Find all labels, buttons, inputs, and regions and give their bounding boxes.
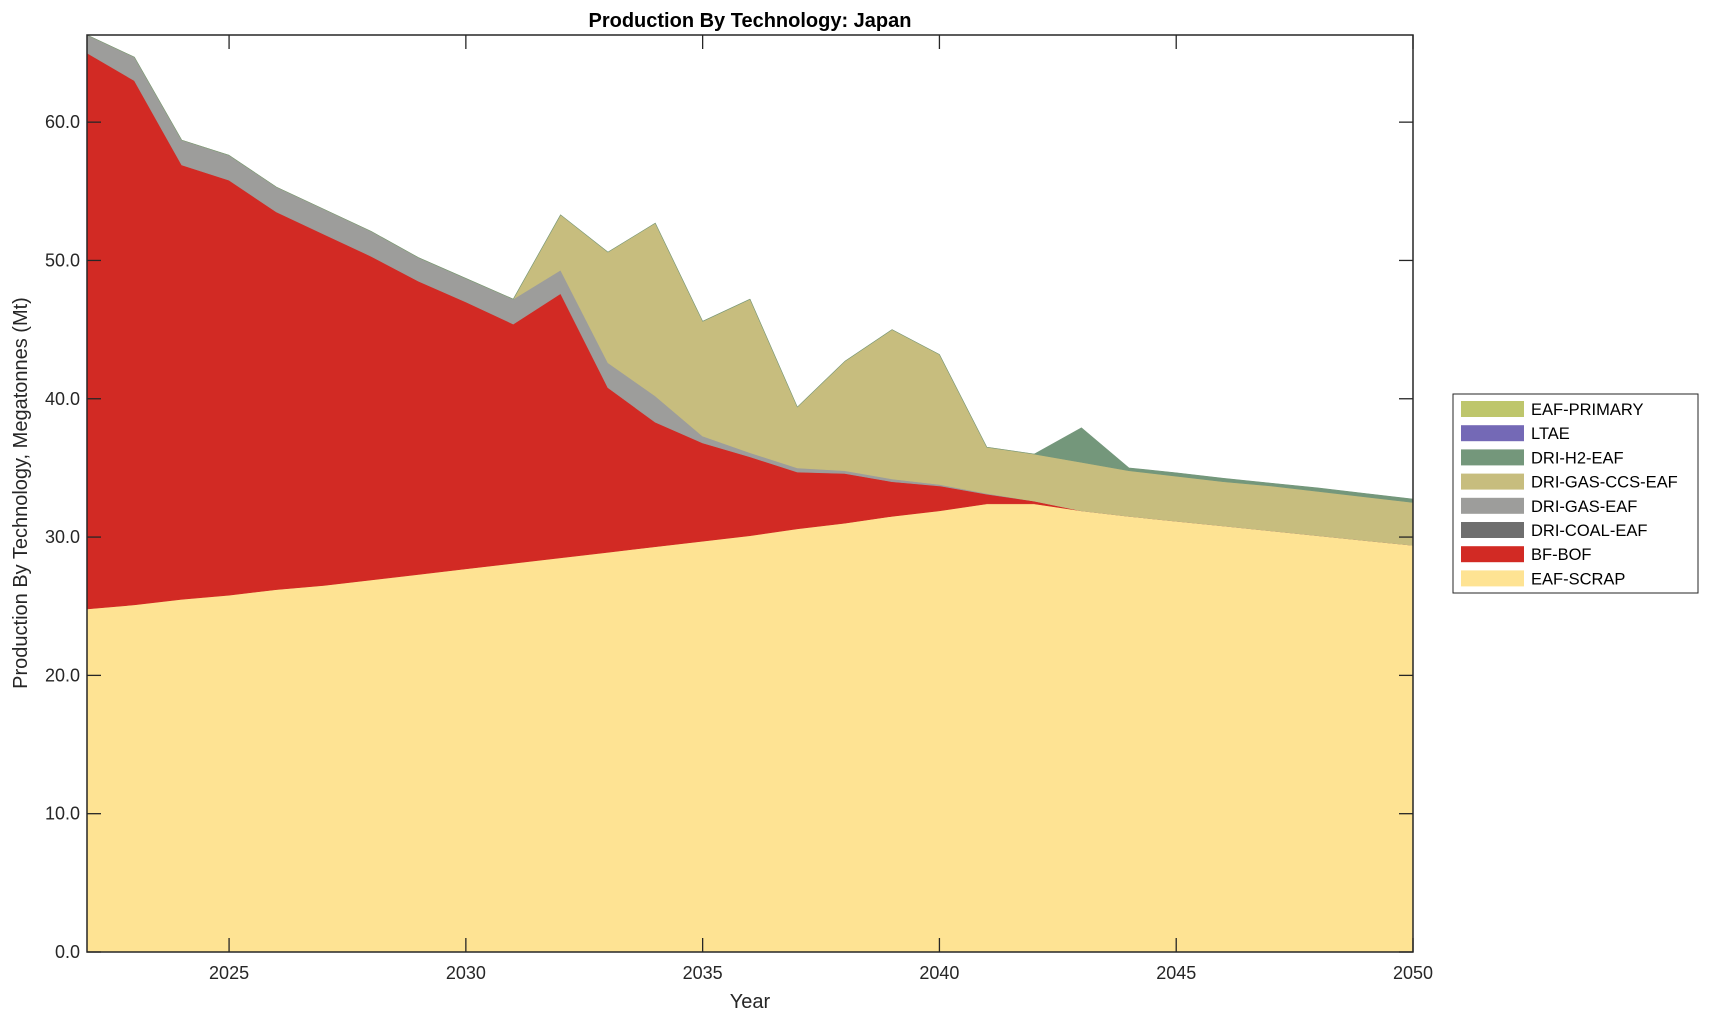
- legend-swatch-dri-gas-eaf: [1461, 497, 1524, 514]
- y-tick-label: 50.0: [45, 250, 80, 270]
- x-tick-label: 2050: [1393, 963, 1433, 983]
- x-tick-label: 2030: [446, 963, 486, 983]
- legend-label-eaf-primary: EAF-PRIMARY: [1531, 401, 1643, 419]
- legend-label-dri-gas-ccs-eaf: DRI-GAS-CCS-EAF: [1531, 474, 1678, 492]
- legend-swatch-bf-bof: [1461, 546, 1524, 563]
- legend-swatch-dri-gas-ccs-eaf: [1461, 473, 1524, 490]
- x-tick-label: 2035: [683, 963, 723, 983]
- legend-label-bf-bof: BF-BOF: [1531, 546, 1592, 564]
- y-axis-label: Production By Technology, Megatonnes (Mt…: [10, 297, 32, 689]
- x-tick-labels: 2025 2030 2035 2040 2045 2050: [209, 963, 1433, 983]
- legend: EAF-PRIMARY LTAE DRI-H2-EAF DRI-GAS-CCS-EAF…: [1452, 393, 1699, 594]
- y-tick-labels: 0.0 10.0 20.0 30.0 40.0 50.0 60.0: [45, 112, 80, 962]
- y-tick-label: 60.0: [45, 112, 80, 132]
- y-tick-label: 20.0: [45, 665, 80, 685]
- legend-label-dri-coal-eaf: DRI-COAL-EAF: [1531, 522, 1647, 540]
- plot-area: [86, 34, 1414, 953]
- x-tick-label: 2025: [209, 963, 249, 983]
- legend-label-dri-h2-eaf: DRI-H2-EAF: [1531, 449, 1624, 467]
- legend-label-eaf-scrap: EAF-SCRAP: [1531, 570, 1625, 588]
- legend-swatch-ltae: [1461, 425, 1524, 442]
- legend-swatch-eaf-primary: [1461, 401, 1524, 417]
- x-axis-label: Year: [730, 991, 771, 1013]
- axis-ticks: [87, 35, 1414, 953]
- legend-label-dri-gas-eaf: DRI-GAS-EAF: [1531, 498, 1637, 516]
- y-tick-label: 0.0: [55, 942, 80, 962]
- legend-swatch-dri-h2-eaf: [1461, 449, 1524, 466]
- legend-swatch-dri-coal-eaf: [1461, 522, 1524, 538]
- x-tick-label: 2040: [919, 963, 959, 983]
- legend-swatch-eaf-scrap: [1461, 570, 1524, 587]
- legend-label-ltae: LTAE: [1531, 425, 1570, 443]
- y-tick-label: 30.0: [45, 527, 80, 547]
- y-tick-label: 40.0: [45, 389, 80, 409]
- axes-box: [86, 34, 1414, 953]
- chart-title: Production By Technology: Japan: [589, 10, 912, 32]
- x-tick-label: 2045: [1156, 963, 1196, 983]
- y-tick-label: 10.0: [45, 804, 80, 824]
